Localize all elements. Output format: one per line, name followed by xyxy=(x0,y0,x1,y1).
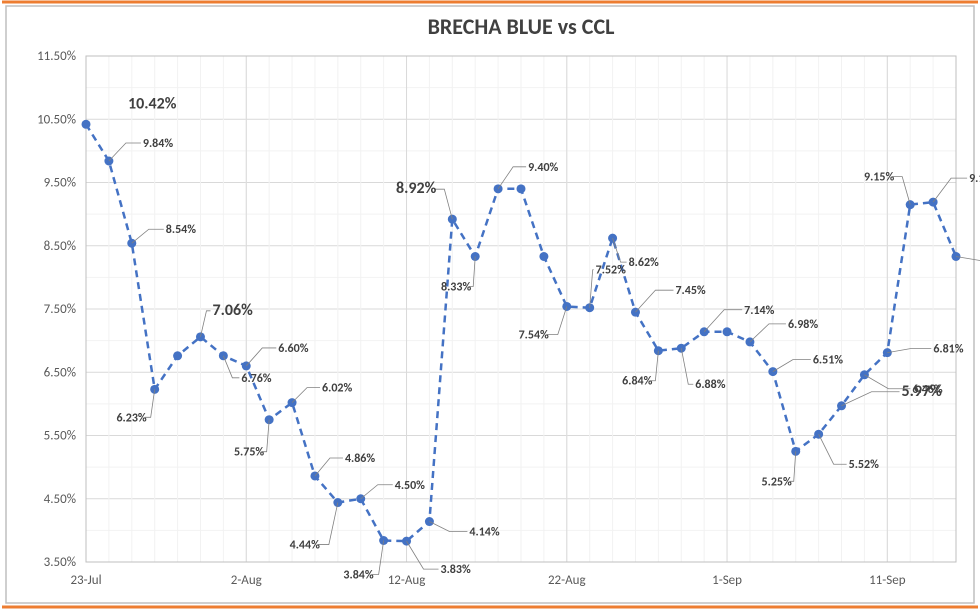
data-label: 9.19% xyxy=(969,172,980,186)
x-axis-tick-label: 12-Aug xyxy=(388,573,426,588)
x-axis-tick-label: 2-Aug xyxy=(231,573,262,588)
y-axis-tick-label: 7.50% xyxy=(44,302,76,317)
data-label: 5.25% xyxy=(762,475,792,489)
data-label: 5.75% xyxy=(234,446,264,460)
data-label: 5.52% xyxy=(849,458,879,472)
data-marker xyxy=(173,351,182,360)
data-label: 7.45% xyxy=(675,284,705,298)
data-label: 6.84% xyxy=(622,375,652,389)
data-label: 8.54% xyxy=(166,223,196,237)
data-label: 6.88% xyxy=(695,378,725,392)
data-label: 6.46% xyxy=(912,383,942,397)
data-label: 4.86% xyxy=(345,452,375,466)
data-label: 8.62% xyxy=(629,256,659,270)
data-label: 4.50% xyxy=(395,479,425,493)
data-label: 6.02% xyxy=(322,382,352,396)
data-label: 7.06% xyxy=(212,301,253,320)
y-axis-tick-label: 8.50% xyxy=(44,239,76,254)
data-marker xyxy=(82,120,91,129)
x-axis-tick-label: 1-Sep xyxy=(712,573,742,588)
data-marker xyxy=(517,184,526,193)
data-label: 6.81% xyxy=(933,343,963,357)
data-label: 7.52% xyxy=(596,264,626,278)
data-marker xyxy=(723,327,732,336)
data-label: 9.15% xyxy=(864,171,894,185)
data-label: 6.60% xyxy=(278,342,308,356)
data-label: 10.42% xyxy=(128,94,177,113)
data-label: 6.98% xyxy=(788,318,818,332)
data-label: 7.54% xyxy=(519,328,549,342)
chart-container: 3.50% 4.50% 5.50% 6.50% 7.50% 8.50% 9.50% 10.50… xyxy=(0,0,980,609)
x-axis-tick-label: 23-Jul xyxy=(70,573,101,588)
y-axis-tick-label: 9.50% xyxy=(44,176,76,191)
data-label: 4.14% xyxy=(469,526,499,540)
data-label: 8.92% xyxy=(396,179,437,198)
y-axis-tick-label: 3.50% xyxy=(44,555,76,570)
data-label: 6.51% xyxy=(813,354,843,368)
data-label: 6.76% xyxy=(241,372,271,386)
x-axis-tick-label: 11-Sep xyxy=(869,573,906,588)
y-axis-tick-label: 5.50% xyxy=(44,429,76,444)
data-label: 8.33% xyxy=(441,281,471,295)
y-axis-tick-label: 6.50% xyxy=(44,365,76,380)
x-axis-tick-label: 22-Aug xyxy=(548,573,586,588)
data-label: 4.44% xyxy=(290,539,320,553)
data-label: 3.84% xyxy=(343,568,373,582)
chart-title: BRECHA BLUE vs CCL xyxy=(428,13,615,40)
y-axis-tick-label: 11.50% xyxy=(37,49,76,64)
y-axis-tick-label: 10.50% xyxy=(37,112,76,127)
data-label: 3.83% xyxy=(441,563,471,577)
data-label: 6.23% xyxy=(116,411,146,425)
data-label: 7.14% xyxy=(744,304,774,318)
data-marker xyxy=(539,252,548,261)
data-label: 9.40% xyxy=(528,161,558,175)
data-label: 9.84% xyxy=(143,137,173,151)
y-axis-tick-label: 4.50% xyxy=(44,492,76,507)
chart-svg: 3.50% 4.50% 5.50% 6.50% 7.50% 8.50% 9.50% 10.50… xyxy=(0,0,980,609)
